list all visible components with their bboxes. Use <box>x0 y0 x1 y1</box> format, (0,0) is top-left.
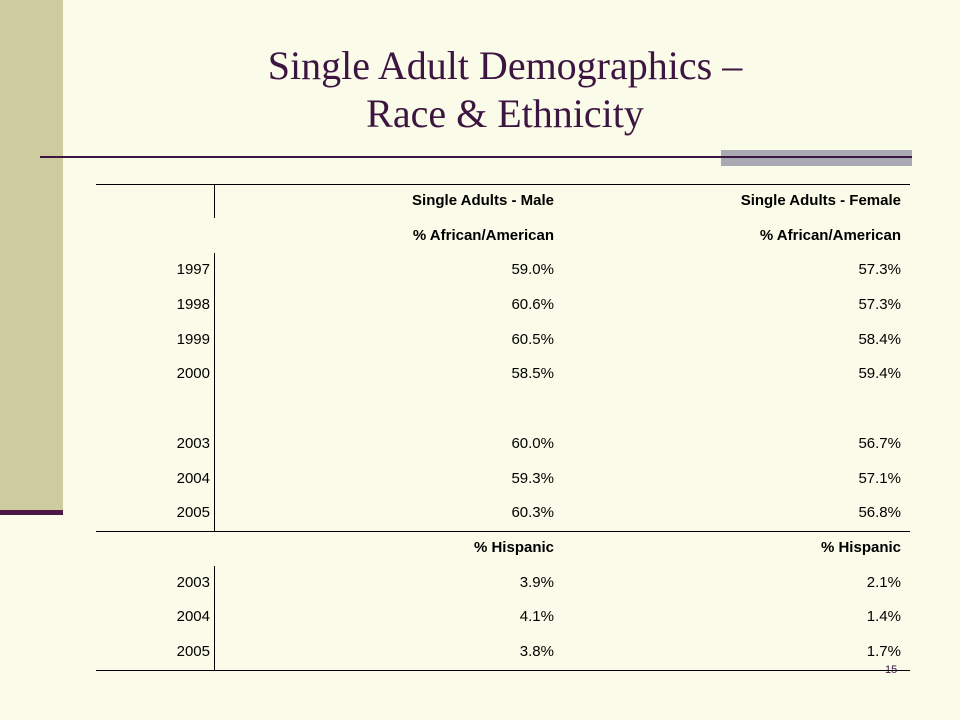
row-year: 2005 <box>176 642 210 660</box>
row-female: 57.3% <box>858 296 901 314</box>
row-male: 3.9% <box>519 573 554 591</box>
row-year: 1997 <box>176 261 210 279</box>
row-year: 2003 <box>176 573 210 591</box>
section-header-african-american: % African/American % African/American <box>96 219 910 254</box>
row-female: 1.4% <box>866 608 901 626</box>
row-female: 1.7% <box>866 642 901 660</box>
table-row: 1999 60.5% 58.4% <box>96 323 910 358</box>
row-year: 2005 <box>176 504 210 522</box>
row-male: 60.3% <box>511 504 554 522</box>
table-row: 2004 4.1% 1.4% <box>96 600 910 635</box>
table-row: 2005 3.8% 1.7% <box>96 635 910 670</box>
table-row: 1997 59.0% 57.3% <box>96 253 910 288</box>
header-female: Single Adults - Female <box>740 192 901 209</box>
row-male: 60.6% <box>511 296 554 314</box>
table-row-empty <box>96 392 910 427</box>
row-female: 57.1% <box>858 469 901 487</box>
row-year: 1999 <box>176 330 210 348</box>
row-female: 59.4% <box>858 365 901 383</box>
table-row: 2005 60.3% 56.8% <box>96 496 910 531</box>
row-year: 2000 <box>176 365 210 383</box>
page-number: 15 <box>885 664 898 676</box>
demographics-table: Single Adults - Male Single Adults - Fem… <box>96 184 910 671</box>
header-male: Single Adults - Male <box>412 192 554 209</box>
row-year: 1998 <box>176 296 210 314</box>
table-top-border <box>96 184 910 185</box>
section-separator <box>96 531 910 533</box>
row-female: 56.7% <box>858 434 901 452</box>
title-line-2: Race & Ethnicity <box>366 91 644 136</box>
row-male: 4.1% <box>519 608 554 626</box>
section-hispanic-female: % Hispanic <box>820 538 901 556</box>
row-male: 59.0% <box>511 261 554 279</box>
table-row: 2000 58.5% 59.4% <box>96 357 910 392</box>
section-aa-male: % African/American <box>412 226 554 244</box>
table-row: 2003 3.9% 2.1% <box>96 566 910 601</box>
table-header-row: Single Adults - Male Single Adults - Fem… <box>96 184 910 219</box>
row-female: 58.4% <box>858 330 901 348</box>
row-year: 2004 <box>176 608 210 626</box>
title-line-1: Single Adult Demographics – <box>267 43 743 88</box>
title-accent-line <box>721 156 912 158</box>
side-decoration-line <box>0 510 63 515</box>
row-female: 56.8% <box>858 504 901 522</box>
header-divider <box>214 184 215 218</box>
row-male: 59.3% <box>511 469 554 487</box>
hispanic-divider <box>214 565 215 670</box>
row-female: 57.3% <box>858 261 901 279</box>
title-underline <box>40 156 912 158</box>
african-american-block: 1997 59.0% 57.3% 1998 60.6% 57.3% 1999 6… <box>96 253 910 533</box>
table-row: 1998 60.6% 57.3% <box>96 288 910 323</box>
row-year: 2003 <box>176 434 210 452</box>
table-row: 2004 59.3% 57.1% <box>96 462 910 497</box>
row-male: 60.5% <box>511 330 554 348</box>
slide-title: Single Adult Demographics – Race & Ethni… <box>100 42 910 138</box>
table-bottom-border <box>96 669 910 671</box>
section-aa-female: % African/American <box>759 226 901 244</box>
row-male: 3.8% <box>519 642 554 660</box>
title-accent-block <box>721 150 912 166</box>
section-hispanic-male: % Hispanic <box>473 538 554 556</box>
hispanic-block: 2003 3.9% 2.1% 2004 4.1% 1.4% 2005 3.8% … <box>96 565 910 671</box>
row-female: 2.1% <box>866 573 901 591</box>
table-row: 2003 60.0% 56.7% <box>96 427 910 462</box>
row-year: 2004 <box>176 469 210 487</box>
side-decoration-bar <box>0 0 63 512</box>
aa-divider <box>214 253 215 532</box>
row-male: 60.0% <box>511 434 554 452</box>
row-male: 58.5% <box>511 365 554 383</box>
section-header-hispanic: % Hispanic % Hispanic <box>96 531 910 566</box>
